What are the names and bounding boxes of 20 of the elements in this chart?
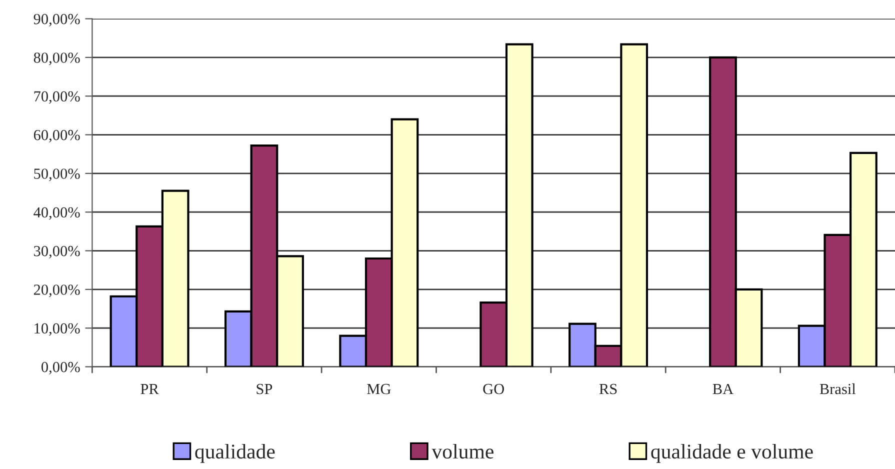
y-tick-label: 10,00% [34,323,80,336]
y-tick-label: 60,00% [34,130,80,142]
y-tick-label: 50,00% [34,168,80,182]
y-tick-label: 80,00% [34,52,80,66]
y-tick-label: 40,00% [34,207,80,220]
x-tick-label: SP [256,384,272,394]
y-tick-label: 90,00% [34,14,80,26]
x-tick-label: Brasil [820,383,856,394]
legend-label: qualidade [195,444,275,463]
legend-label: qualidade e volume [651,444,813,463]
x-tick-label: BA [712,384,734,394]
y-tick-label: 70,00% [34,91,80,104]
y-tick-label: 30,00% [34,246,80,258]
y-tick-label: 0,00% [42,362,80,374]
x-tick-label: PR [140,384,159,394]
y-tick-label: 20,00% [34,284,80,298]
x-tick-label: MG [367,384,391,394]
x-tick-label: RS [599,384,617,394]
x-tick-label: GO [483,384,504,394]
legend-label: volume [432,444,494,459]
